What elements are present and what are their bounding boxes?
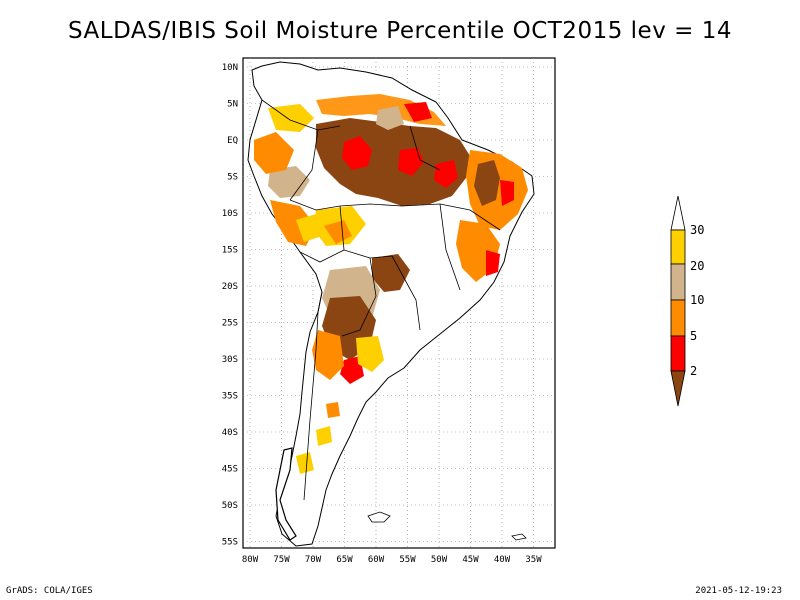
lon-tick-label: 65W: [336, 555, 353, 565]
south-america-land: [247, 61, 535, 547]
patch-argentina-orange: [312, 330, 344, 380]
colorbar-box-5-10: [670, 299, 686, 337]
patch-south-yellow-2: [296, 452, 314, 474]
footer-credit: GrADS: COLA/IGES: [6, 586, 93, 596]
colorbar-box-20-30: [670, 229, 686, 265]
country-borders: [261, 99, 501, 501]
patch-tan-north: [376, 106, 404, 130]
patch-sw-yellow: [296, 214, 322, 242]
lat-tick-label: 55S: [222, 538, 238, 548]
lon-tick-label: 40W: [494, 555, 511, 565]
lat-tick-label: 30S: [222, 355, 238, 365]
patch-south-yellow-1: [316, 426, 332, 446]
lon-tick-label: 60W: [368, 555, 385, 565]
patch-amazon-red: [342, 136, 372, 170]
lon-tick-label: 35W: [525, 555, 542, 565]
chile-fjords: [275, 447, 297, 541]
lat-tick-label: 10S: [222, 209, 238, 219]
falkland-islands: [367, 511, 391, 523]
colorbar-label-30: 30: [690, 223, 704, 237]
lat-tick-label: 20S: [222, 282, 238, 292]
lat-tick-label: 50S: [222, 501, 238, 511]
colorbar-top-triangle: [670, 195, 686, 231]
lat-tick-label: 45S: [222, 465, 238, 475]
lat-tick-label: 10N: [222, 63, 238, 73]
lat-tick-label: 15S: [222, 246, 238, 256]
lat-tick-label: 25S: [222, 319, 238, 329]
colorbar: 30 20 10 5 2: [670, 195, 704, 407]
colorbar-label-10: 10: [690, 293, 704, 307]
colorbar-label-2: 2: [690, 364, 697, 378]
patch-east-red: [486, 250, 500, 276]
colorbar-label-5: 5: [690, 329, 697, 343]
south-georgia: [511, 533, 527, 541]
patch-west-orange: [254, 132, 294, 174]
map-title: SALDAS/IBIS Soil Moisture Percentile OCT…: [68, 18, 732, 44]
patch-north-yellow: [268, 104, 314, 132]
patch-central-orange: [324, 220, 352, 244]
lon-tick-label: 70W: [305, 555, 322, 565]
colorbar-label-20: 20: [690, 259, 704, 273]
patch-argentina-yellow: [356, 336, 384, 372]
colorbar-box-10-20: [670, 263, 686, 301]
footer-timestamp: 2021-05-12-19:23: [695, 586, 782, 596]
patch-pantanal-brown: [372, 254, 410, 292]
patch-south-orange: [326, 402, 340, 418]
lon-tick-label: 45W: [462, 555, 479, 565]
longitude-axis: 80W 75W 70W 65W 60W 55W 50W 45W 40W 35W: [242, 555, 542, 565]
lat-tick-label: 40S: [222, 428, 238, 438]
patch-amazon-red-3: [434, 160, 458, 188]
patch-amazon-red-2: [398, 148, 424, 176]
anomaly-patches: [254, 94, 528, 474]
lat-tick-label: 5S: [227, 173, 238, 183]
patch-ne-brazil-red: [500, 180, 514, 206]
lon-tick-label: 50W: [431, 555, 448, 565]
lat-tick-label: 35S: [222, 392, 238, 402]
soil-moisture-field: [247, 61, 535, 547]
patch-ne-brazil-brown: [474, 160, 500, 206]
lon-tick-label: 80W: [242, 555, 259, 565]
colorbar-bottom-triangle: [670, 370, 686, 407]
lat-tick-label: EQ: [227, 136, 238, 146]
lon-tick-label: 55W: [399, 555, 416, 565]
lat-tick-label: 5N: [227, 100, 238, 110]
lon-tick-label: 75W: [273, 555, 290, 565]
patch-tan-west: [268, 166, 310, 198]
colorbar-box-2-5: [670, 335, 686, 372]
patch-amazon-red-4: [404, 102, 432, 122]
latitude-axis: 10N 5N EQ 5S 10S 15S 20S 25S 30S 35S 40S 45S 50S 55S: [222, 63, 238, 548]
